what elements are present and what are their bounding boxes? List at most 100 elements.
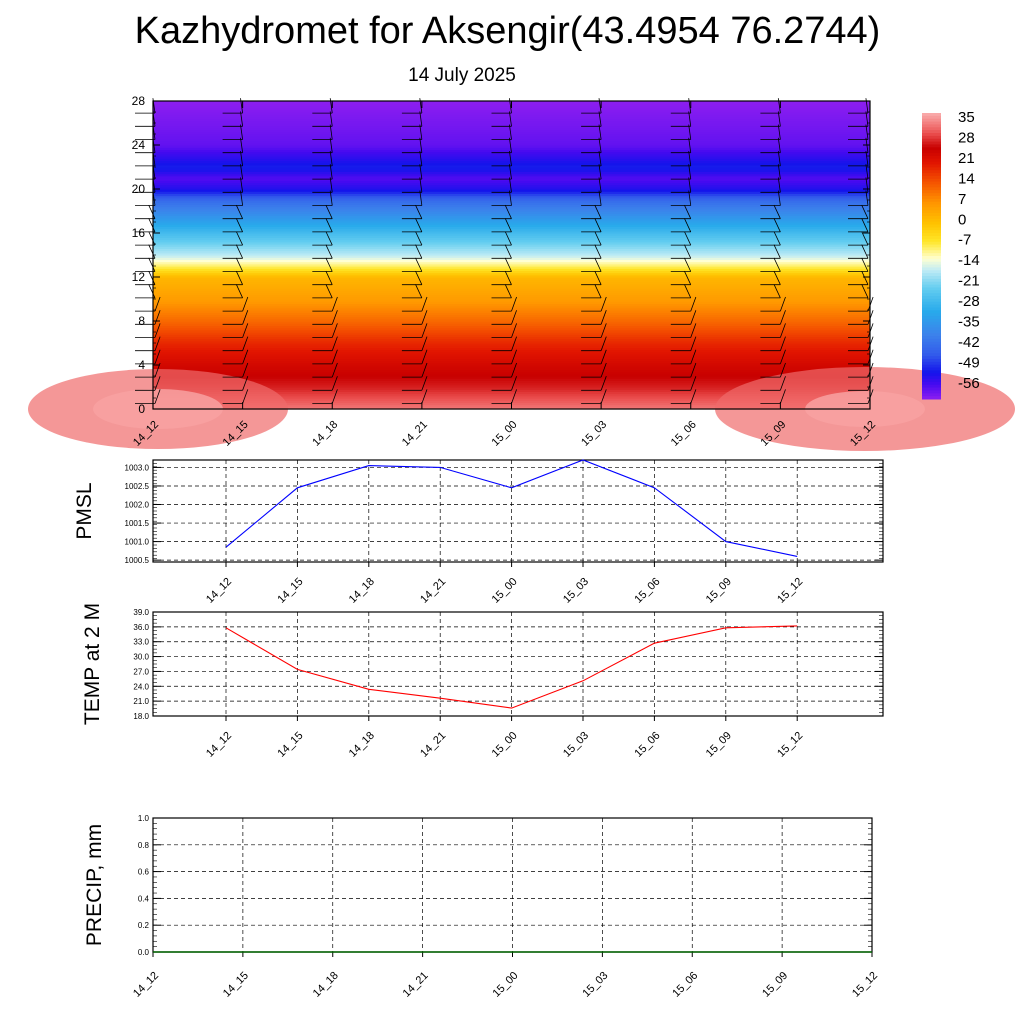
wind-barb-staff [240,164,244,180]
temperature-band [153,140,870,144]
colorbar-segment [922,161,941,165]
temperature-band [153,340,870,344]
wind-barb-staff [154,323,161,338]
temperature-band [153,334,870,337]
temperature-band [153,171,870,175]
wind-barb-staff [235,284,243,299]
temperature-band [153,274,870,278]
x-tick-label: 15_03 [561,576,591,606]
temperature-band [153,184,870,188]
colorbar-segment [922,338,941,343]
colorbar-segment [922,287,941,291]
wind-barb-staff [511,389,517,404]
temperature-band [153,387,870,390]
wind-barb-staff [419,164,423,180]
colorbar-label: 28 [958,129,975,146]
y-axis-label: TEMP at 2 M [81,603,104,725]
wind-barb-staff [861,257,869,272]
temperature-band [153,173,870,177]
wind-barb-staff [690,362,697,378]
x-tick-label: 15_12 [850,970,880,1000]
colorbar-segment [922,195,941,200]
colorbar-segment [922,173,941,177]
temperature-band [153,395,870,399]
y-tick-label: 36.0 [133,623,149,632]
wind-barb-staff [331,336,338,351]
colorbar-segment [922,190,941,194]
wind-barb-staff [325,244,333,259]
temperature-band [153,134,870,137]
wind-barb-staff [684,270,692,285]
wind-barb-staff [861,284,869,299]
wind-barb-staff [511,362,517,378]
wind-barb-staff [594,270,602,285]
temperature-band [153,219,870,223]
wind-barb-staff [690,376,697,391]
temperature-band [153,382,870,386]
temperature-band [153,215,870,219]
colorbar-label: 35 [958,109,975,126]
wind-barb-staff [235,218,243,233]
colorbar-segment [922,316,941,320]
wind-barb-staff [511,349,517,365]
y-tick-label: 28 [132,94,146,108]
wind-barb-staff [504,244,512,259]
colorbar-segment [922,175,941,180]
y-tick-label: 24.0 [133,682,149,691]
wind-barb-staff [690,310,697,325]
y-tick-label: 0 [138,402,145,416]
x-tick-label: 14_21 [418,576,448,606]
colorbar-segment [922,230,941,234]
wind-barb-staff [773,284,781,299]
colorbar-label: -7 [958,232,971,249]
wind-barb-staff [598,150,602,166]
wind-barb-staff [419,124,423,140]
wind-barb-staff [325,284,333,299]
wind-barb-staff [861,270,869,285]
y-tick-label: 33.0 [133,638,149,647]
wind-barb-staff [235,204,243,219]
wind-barb-staff [329,124,333,140]
y-tick-label: 1000.5 [125,556,150,565]
wind-barb-staff [235,257,243,272]
y-tick-label: 1002.5 [125,482,150,491]
temperature-band [153,373,870,377]
colorbar-segment [922,164,941,168]
temperature-band [153,325,870,329]
temperature-band [153,228,870,232]
y-tick-label: 24 [132,138,146,152]
temperature-band [153,222,870,225]
wind-barb-staff [242,323,249,338]
wind-barb-staff [504,284,512,299]
wind-barb-staff [600,349,607,365]
colorbar-segment [922,344,941,349]
temperature-band [153,369,870,373]
temperature-band [153,114,870,117]
wind-barb-staff [331,323,338,338]
temperature-band [153,347,870,351]
temperature-band [153,307,870,311]
wind-barb-staff [242,336,249,351]
temperature-band [153,380,870,384]
temperature-band [153,272,870,276]
wind-barb-staff [504,204,512,219]
wind-barb-staff [777,190,781,206]
colorbar-segment [922,135,941,140]
wind-barb-staff [777,111,781,127]
y-axis-label: PMSL [73,482,96,539]
wind-barb-staff [154,296,161,312]
y-tick-label: 12 [132,270,146,284]
wind-barb-staff [861,204,869,219]
wind-barb-staff [240,177,244,193]
colorbar-segment [922,227,941,231]
temperature-band [153,107,870,111]
colorbar-label: -49 [958,354,980,371]
temperature-band [153,129,870,133]
wind-barb-staff [331,389,338,404]
wind-barb-staff [600,376,607,391]
temperature-band [153,263,870,267]
colorbar-segment [922,378,941,383]
wind-barb-staff [415,270,423,285]
wind-barb-staff [504,218,512,233]
colorbar-label: 14 [958,170,975,187]
